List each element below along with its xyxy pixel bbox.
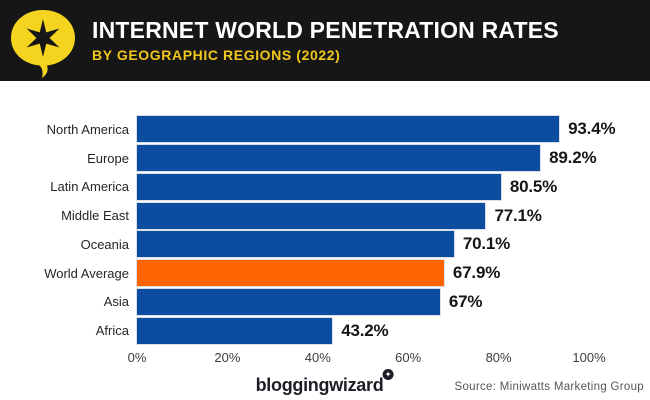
axis-tick: 20% xyxy=(214,350,241,365)
header-text: INTERNET WORLD PENETRATION RATES BY GEOG… xyxy=(92,18,559,63)
bar-row: Africa 43.2% xyxy=(0,316,650,345)
axis-tick: 60% xyxy=(395,350,422,365)
bar-track: 43.2% xyxy=(137,317,589,344)
category-label: North America xyxy=(46,121,129,137)
header: INTERNET WORLD PENETRATION RATES BY GEOG… xyxy=(0,0,650,81)
value-label: 93.4% xyxy=(568,119,616,139)
bar-row: Europe 89.2% xyxy=(0,144,650,173)
axis-tick: 80% xyxy=(485,350,512,365)
category-label: Middle East xyxy=(61,208,129,224)
sparkle-icon: ✦ xyxy=(382,369,394,380)
source-text: Source: Miniwatts Marketing Group xyxy=(454,381,644,393)
value-label: 43.2% xyxy=(341,320,389,340)
axis-tick: 100% xyxy=(572,350,606,365)
brand-wordmark: bloggingwizard✦ xyxy=(255,369,395,396)
value-label: 70.1% xyxy=(462,234,511,254)
category-label: Oceania xyxy=(80,236,129,252)
bloggingwizard-logo-icon xyxy=(11,9,75,78)
bar-row: Asia 67% xyxy=(0,288,650,317)
brand-text: bloggingwizard xyxy=(255,375,384,395)
bar-track: 93.4% xyxy=(137,116,616,143)
bar-track: 89.2% xyxy=(137,145,597,172)
bar-track: 70.1% xyxy=(137,231,589,258)
x-axis: 0% 20% 40% 60% 80% 100% xyxy=(128,349,606,367)
value-label: 67.9% xyxy=(452,263,501,283)
bar-asia xyxy=(137,288,440,315)
value-label: 89.2% xyxy=(549,148,597,168)
bar-row: World Average 67.9% xyxy=(0,259,650,288)
bar-track: 67.9% xyxy=(137,260,589,287)
value-label: 77.1% xyxy=(494,205,542,225)
axis-tick: 40% xyxy=(304,350,331,365)
bar-europe xyxy=(137,145,541,172)
bar-oceania xyxy=(137,231,454,258)
value-label: 67% xyxy=(448,291,483,311)
value-label: 80.5% xyxy=(509,176,558,196)
category-label: Asia xyxy=(103,294,129,310)
bar-row: Latin America 80.5% xyxy=(0,173,650,202)
axis-tick: 0% xyxy=(127,350,147,365)
bar-chart: North America 93.4% Europe 89.2% Latin A… xyxy=(0,115,650,367)
bar-track: 80.5% xyxy=(137,173,589,200)
bar-row: North America 93.4% xyxy=(0,115,650,144)
page-subtitle: BY GEOGRAPHIC REGIONS (2022) xyxy=(92,47,341,64)
footer: bloggingwizard✦ Source: Miniwatts Market… xyxy=(0,369,650,400)
bar-africa xyxy=(137,317,333,344)
bar-row: Middle East 77.1% xyxy=(0,201,650,230)
bar-track: 67% xyxy=(137,288,589,315)
category-label: Latin America xyxy=(50,179,129,195)
bar-middle-east xyxy=(137,202,486,229)
bar-row: Oceania 70.1% xyxy=(0,230,650,259)
page-title: INTERNET WORLD PENETRATION RATES xyxy=(92,16,559,43)
category-label: Africa xyxy=(95,323,129,339)
category-label: World Average xyxy=(44,265,129,281)
bar-track: 77.1% xyxy=(137,202,589,229)
bar-latin-america xyxy=(137,173,501,200)
category-label: Europe xyxy=(87,150,129,166)
bar-north-america xyxy=(137,116,560,143)
bar-world-average xyxy=(137,260,444,287)
